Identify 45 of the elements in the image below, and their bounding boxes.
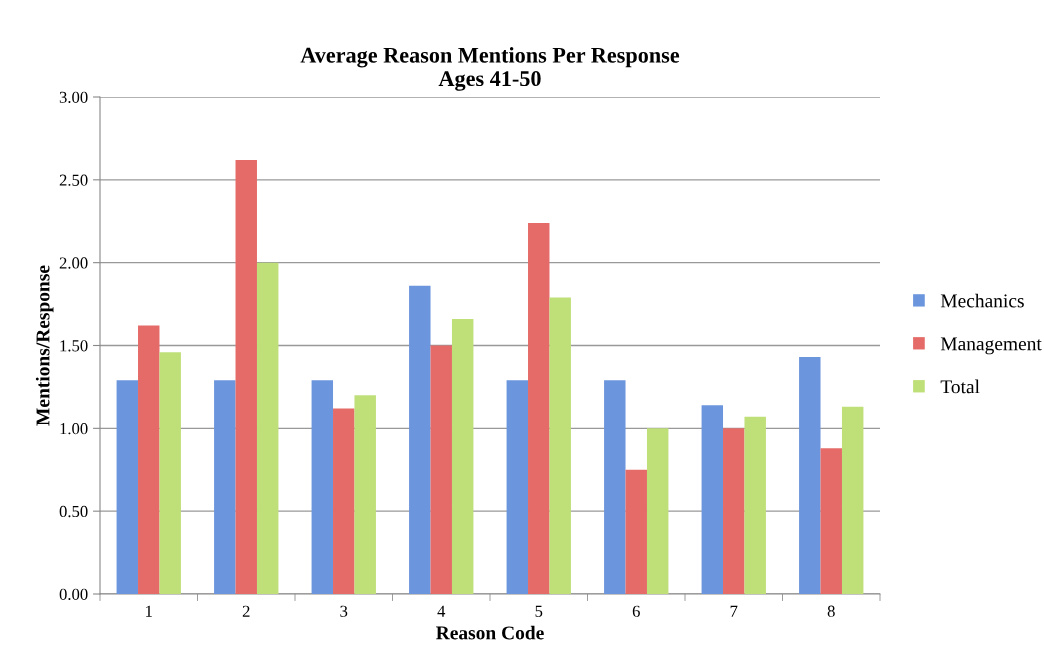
bar bbox=[625, 469, 647, 594]
bar bbox=[235, 159, 257, 594]
legend-label: Mechanics bbox=[940, 293, 1024, 308]
bar bbox=[841, 406, 864, 594]
bar bbox=[820, 448, 842, 594]
bar bbox=[354, 395, 376, 594]
x-tick-label: 5 bbox=[535, 605, 543, 617]
bar bbox=[528, 222, 550, 594]
bar bbox=[744, 416, 766, 594]
bar bbox=[214, 380, 236, 594]
y-tick-label: 0.00 bbox=[59, 588, 88, 601]
bar bbox=[333, 408, 355, 594]
bar bbox=[799, 357, 821, 594]
y-axis-title: Mentions/Response bbox=[35, 265, 54, 426]
bar bbox=[116, 380, 139, 594]
y-tick-label: 1.00 bbox=[60, 423, 88, 435]
x-axis-title: Reason Code bbox=[436, 625, 544, 640]
x-tick-label: 6 bbox=[632, 605, 640, 617]
y-tick-label: 0.50 bbox=[59, 505, 88, 518]
x-tick-label: 7 bbox=[730, 605, 738, 617]
bar bbox=[701, 405, 724, 594]
chart-title: Average Reason Mentions Per Response Ages 41-50 bbox=[300, 47, 680, 91]
x-tick-label: 3 bbox=[340, 605, 348, 617]
y-tick-label: 2.50 bbox=[59, 174, 88, 186]
x-tick-label: 2 bbox=[242, 605, 250, 617]
bar bbox=[409, 285, 431, 594]
legend-label: Total bbox=[940, 379, 980, 394]
bar bbox=[311, 380, 334, 594]
legend-label: Management bbox=[940, 337, 1042, 355]
bar bbox=[138, 325, 160, 594]
y-tick-label: 2.00 bbox=[59, 257, 88, 269]
bar bbox=[451, 318, 474, 594]
bar bbox=[549, 297, 571, 594]
x-tick-label: 1 bbox=[146, 605, 152, 617]
bar bbox=[723, 428, 745, 594]
x-tick-label: 8 bbox=[827, 605, 835, 617]
bar bbox=[604, 380, 626, 594]
y-tick-label: 1.50 bbox=[60, 340, 88, 352]
y-tick-label: 3.00 bbox=[59, 91, 88, 104]
bar bbox=[159, 352, 181, 594]
bar bbox=[430, 345, 452, 594]
bar bbox=[256, 262, 279, 594]
x-tick-label: 4 bbox=[437, 605, 446, 617]
bar bbox=[646, 428, 669, 594]
bar bbox=[506, 380, 529, 594]
